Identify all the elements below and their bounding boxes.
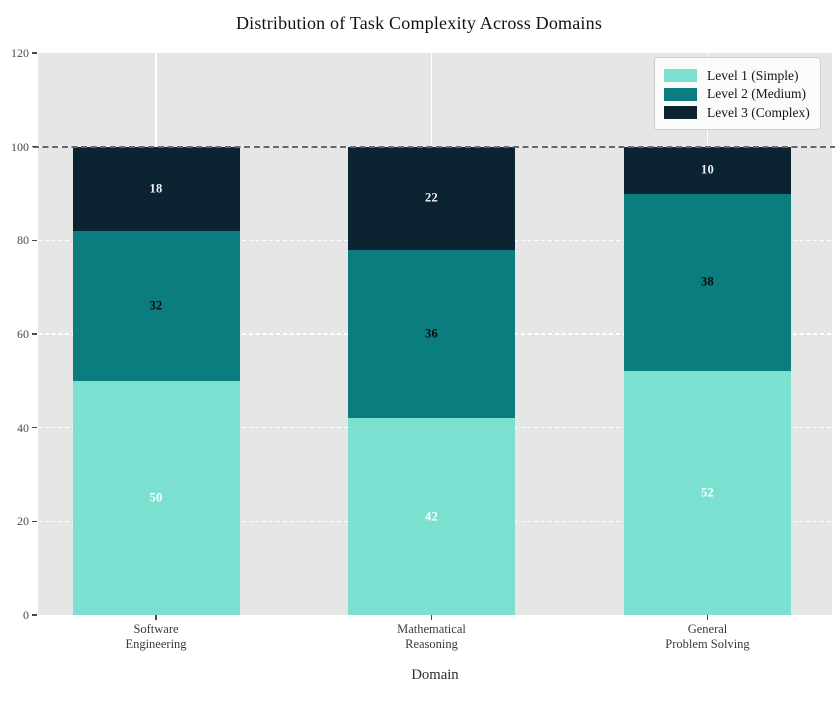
bar-value-label: 50 [149, 490, 163, 505]
y-tick-mark [32, 614, 37, 616]
y-tick-mark [32, 427, 37, 429]
y-tick-mark [32, 146, 37, 148]
legend-entry-label: Level 3 (Complex) [707, 104, 810, 120]
legend-entry: Level 3 (Complex) [664, 105, 810, 121]
bar-value-label: 42 [424, 509, 439, 524]
legend-entry-label: Level 2 (Medium) [707, 86, 806, 101]
bar-value-label: 22 [424, 190, 439, 205]
x-tick-mark [430, 615, 433, 620]
legend-swatch-icon [664, 106, 697, 119]
bar-segment [348, 249, 515, 419]
bar-segment [624, 193, 791, 372]
bar-segment [72, 230, 240, 381]
plot-area: 50 32 18 42 36 22 52 38 10 Level 1 (Simple) Level … [33, 53, 835, 615]
legend: Level 1 (Simple) Level 2 (Medium) Level 3 … [654, 57, 821, 130]
chart-title: Distribution of Task Complexity Across D… [235, 13, 603, 33]
bar-segment [72, 380, 240, 615]
x-tick-label: General Problem Solving [665, 622, 750, 651]
y-tick-label: 100 [11, 139, 29, 154]
y-tick-label: 120 [11, 46, 29, 60]
bar-value-label: 10 [700, 162, 715, 177]
legend-entry: Level 1 (Simple) [664, 68, 810, 84]
bar-segment [348, 146, 515, 250]
y-tick-label: 20 [17, 514, 29, 529]
y-tick-mark [32, 52, 37, 54]
y-tick-mark [32, 333, 37, 335]
x-tick-mark [155, 615, 157, 620]
bar-value-label: 18 [149, 181, 163, 196]
x-tick-label: Mathematical Reasoning [397, 622, 466, 651]
bar-value-label: 36 [424, 326, 439, 341]
bar-segment [624, 371, 791, 615]
bar-value-label: 32 [149, 298, 163, 313]
bar-value-label: 52 [700, 485, 715, 500]
legend-swatch-icon [664, 69, 697, 82]
legend-entry: Level 2 (Medium) [664, 86, 810, 102]
y-tick-label: 60 [17, 327, 29, 341]
legend-swatch-icon [664, 87, 697, 101]
x-axis-label: Domain [411, 667, 459, 683]
x-tick-label: Software Engineering [125, 622, 187, 651]
y-tick-label: 80 [17, 233, 29, 248]
bar-segment [348, 418, 515, 615]
y-tick-label: 0 [23, 608, 29, 622]
bar-segment [72, 146, 240, 231]
y-tick-label: 40 [17, 420, 29, 435]
y-tick-mark [32, 239, 37, 241]
bar-segment [624, 146, 791, 194]
bar-value-label: 38 [700, 274, 715, 289]
reference-line-100 [33, 145, 835, 148]
y-tick-mark [32, 520, 37, 522]
x-tick-mark [706, 615, 709, 620]
legend-entry-label: Level 1 (Simple) [707, 67, 799, 83]
